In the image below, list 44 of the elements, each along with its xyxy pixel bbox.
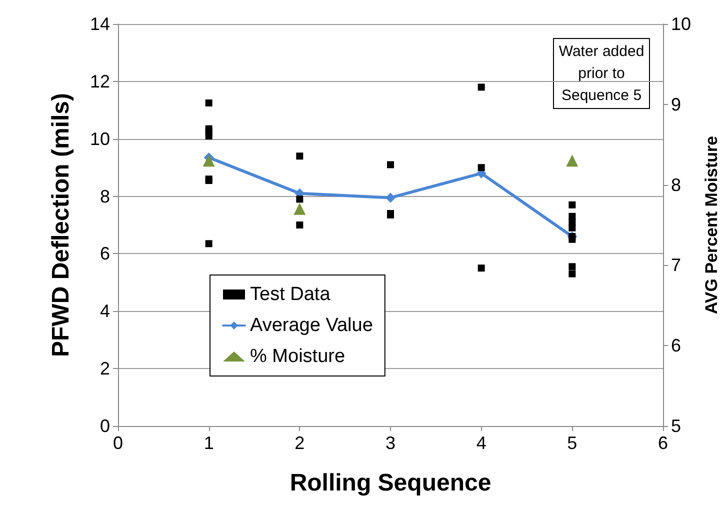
y-tick-label: 8 bbox=[100, 186, 110, 206]
y-tick-label: 10 bbox=[90, 128, 110, 149]
point bbox=[478, 264, 485, 272]
x-axis-title: Rolling Sequence bbox=[290, 470, 492, 496]
y-tick-label: 6 bbox=[100, 244, 110, 264]
x-tick-label: 0 bbox=[112, 433, 124, 453]
point bbox=[205, 132, 212, 140]
y-tick-label: 0 bbox=[100, 416, 110, 436]
legend-label: Average Value bbox=[250, 315, 373, 336]
point bbox=[387, 161, 394, 168]
point bbox=[296, 222, 304, 228]
point bbox=[478, 164, 485, 172]
point bbox=[296, 196, 304, 203]
x-tick-label: 4 bbox=[476, 433, 486, 453]
point bbox=[568, 236, 576, 243]
point bbox=[205, 240, 212, 248]
x-tick-label: 1 bbox=[204, 433, 214, 453]
x-tick-label: 2 bbox=[294, 433, 305, 453]
y2-tick-label: 10 bbox=[671, 14, 692, 34]
y-tick-label: 4 bbox=[100, 301, 110, 322]
point bbox=[568, 270, 576, 278]
y2-tick-label: 7 bbox=[671, 255, 682, 276]
x-tick-label: 5 bbox=[567, 433, 578, 453]
y-axis-title: PFWD Deflection (mils) bbox=[48, 92, 74, 358]
legend-label: Test Data bbox=[250, 284, 331, 305]
y2-tick-label: 8 bbox=[671, 174, 682, 195]
point bbox=[478, 84, 485, 91]
point bbox=[296, 152, 304, 160]
annotation: Water added prior to Sequence 5 bbox=[558, 43, 644, 104]
point bbox=[568, 263, 576, 270]
y-tick-label: 14 bbox=[90, 14, 110, 34]
y-tick-label: 2 bbox=[100, 358, 110, 379]
y2-tick-label: 9 bbox=[671, 94, 682, 114]
point bbox=[386, 192, 396, 203]
point bbox=[205, 99, 212, 106]
point bbox=[568, 201, 576, 208]
y-tick-label: 12 bbox=[90, 71, 110, 92]
legend-label: % Moisture bbox=[250, 346, 346, 367]
x-tick-label: 6 bbox=[658, 433, 668, 453]
y2-tick-label: 5 bbox=[671, 416, 682, 436]
y2-axis-title: AVG Percent Moisture bbox=[702, 136, 721, 314]
x-tick-label: 3 bbox=[385, 433, 396, 453]
point bbox=[568, 224, 576, 232]
y2-tick-label: 6 bbox=[671, 336, 682, 356]
